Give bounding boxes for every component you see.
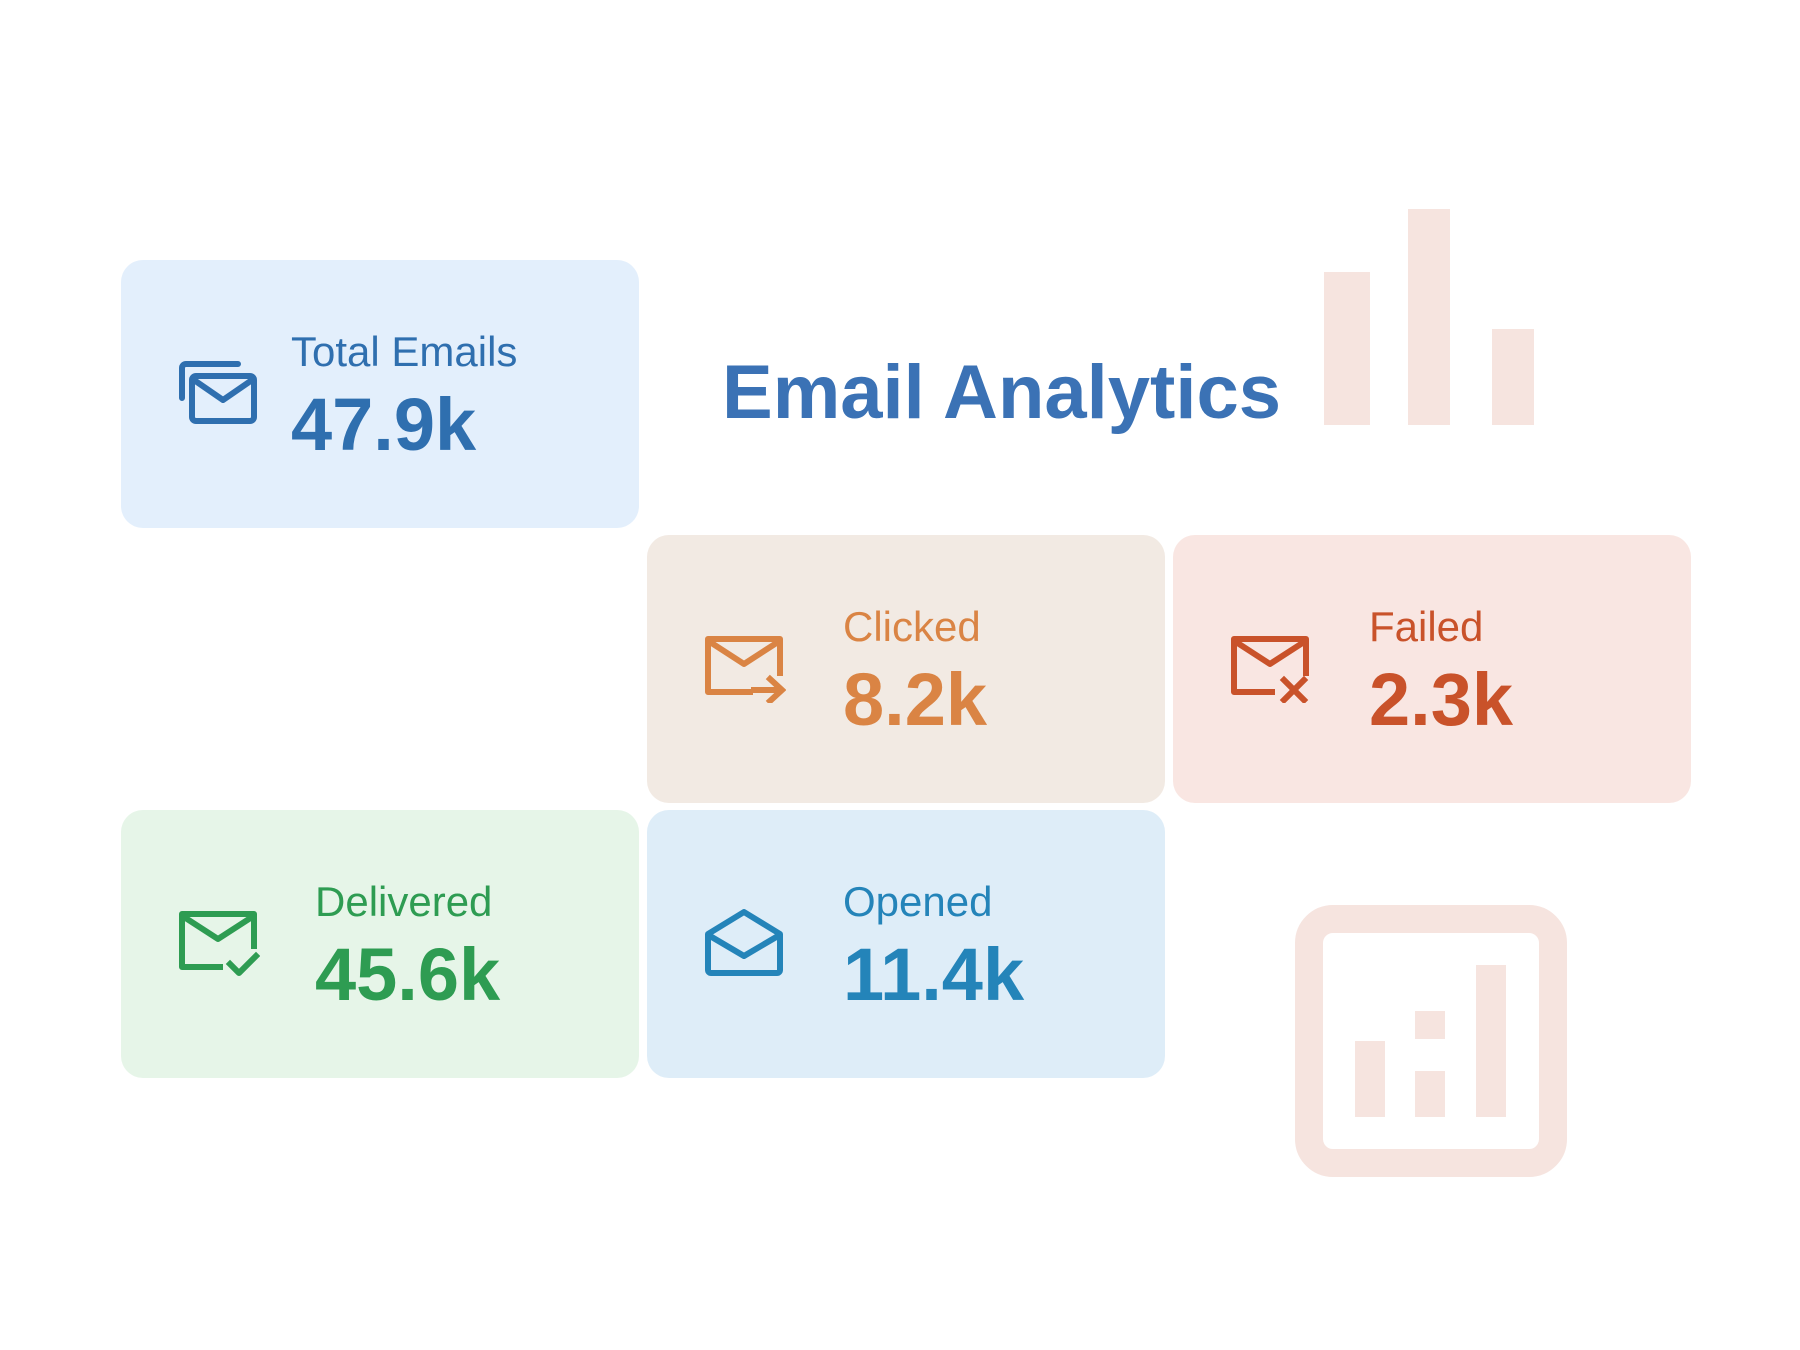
card-value: 47.9k	[291, 383, 477, 466]
envelope-check-icon	[176, 908, 260, 978]
card-label: Failed	[1369, 603, 1484, 650]
envelope-open-icon	[702, 908, 786, 978]
total-emails-card[interactable]: Total Emails 47.9k	[121, 260, 639, 528]
card-value: 11.4k	[843, 933, 1025, 1016]
card-label: Delivered	[315, 878, 493, 925]
stacked-envelopes-icon	[176, 358, 260, 428]
clicked-card[interactable]: Clicked 8.2k	[647, 535, 1165, 803]
envelope-x-icon	[1228, 633, 1312, 703]
card-value: 8.2k	[843, 658, 988, 741]
opened-card[interactable]: Opened 11.4k	[647, 810, 1165, 1078]
chart-box-icon	[1295, 905, 1567, 1177]
bar-chart-icon	[1324, 209, 1534, 425]
card-value: 2.3k	[1369, 658, 1514, 741]
failed-card[interactable]: Failed 2.3k	[1173, 535, 1691, 803]
card-label: Opened	[843, 878, 993, 925]
card-value: 45.6k	[315, 933, 501, 1016]
card-label: Clicked	[843, 603, 981, 650]
page-title: Email Analytics	[722, 350, 1281, 435]
delivered-card[interactable]: Delivered 45.6k	[121, 810, 639, 1078]
card-label: Total Emails	[291, 328, 518, 375]
envelope-arrow-icon	[702, 633, 786, 703]
